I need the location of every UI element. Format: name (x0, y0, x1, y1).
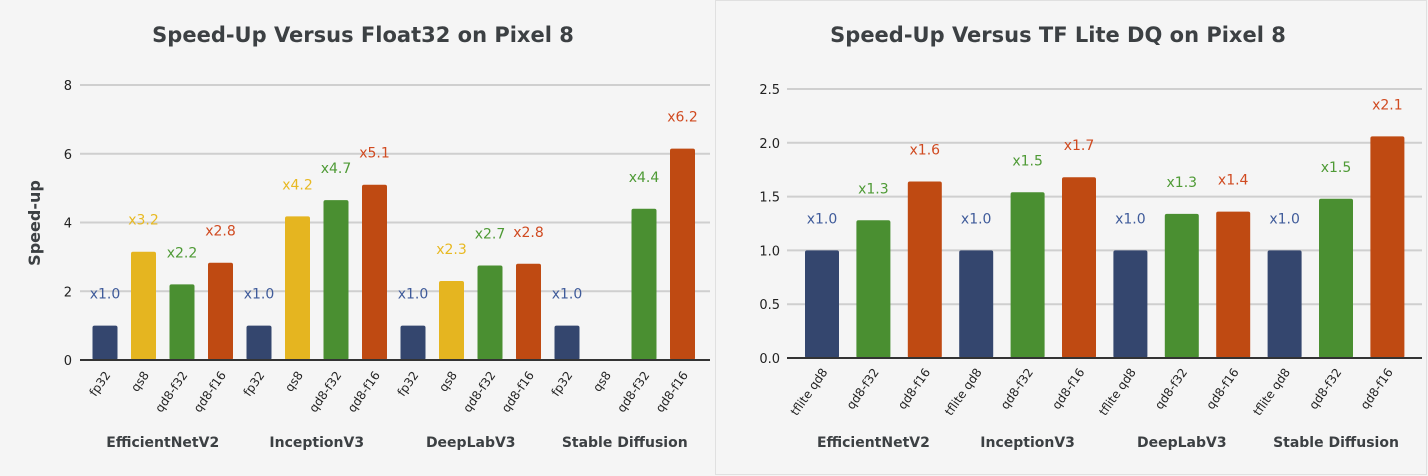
bar-qs8 (131, 251, 156, 360)
data-label: x4.4 (629, 170, 660, 186)
group-label: InceptionV3 (269, 435, 364, 451)
bar-qd8-f16 (907, 181, 942, 358)
y-tick-label: 8 (64, 79, 72, 94)
bar-qd8-f16 (1062, 177, 1096, 358)
data-label: x1.0 (244, 287, 275, 303)
data-label: x1.5 (1012, 153, 1043, 169)
y-tick-label: 1.0 (759, 244, 780, 259)
bar-fp32 (246, 325, 272, 360)
data-label: x1.0 (1269, 211, 1300, 227)
data-label: x2.3 (436, 242, 467, 258)
data-label: x1.0 (398, 287, 429, 303)
group-label: Stable Diffusion (562, 435, 688, 451)
group-label: Stable Diffusion (1273, 435, 1399, 451)
bar-qd8-f32 (1010, 192, 1045, 358)
bar-qd8-f16 (1370, 136, 1405, 358)
data-label: x2.8 (513, 225, 544, 241)
bar-qd8-f16 (670, 148, 695, 360)
bar-tflite qd8 (1267, 250, 1302, 358)
left-chart-title: Speed-Up Versus Float32 on Pixel 8 (152, 23, 574, 47)
bar-qd8-f32 (1164, 213, 1199, 358)
bar-qs8 (285, 216, 310, 360)
data-label: x4.7 (321, 161, 352, 177)
bar-qd8-f32 (1319, 198, 1353, 358)
bar-qd8-f16 (208, 262, 233, 360)
data-label: x1.3 (1167, 175, 1198, 191)
y-tick-label: 1.5 (759, 191, 780, 206)
y-tick-label: 0.0 (759, 352, 780, 367)
bar-tflite qd8 (959, 250, 994, 358)
data-label: x1.0 (90, 287, 121, 303)
bar-qs8 (439, 280, 464, 360)
data-label: x1.6 (910, 143, 941, 159)
bar-qd8-f32 (856, 220, 891, 358)
y-tick-label: 0.5 (759, 298, 780, 313)
y-tick-label: 2.0 (759, 137, 780, 152)
data-label: x2.1 (1372, 97, 1403, 113)
left-panel (0, 0, 713, 476)
bar-qd8-f16 (362, 184, 387, 360)
right-chart-title: Speed-Up Versus TF Lite DQ on Pixel 8 (830, 23, 1286, 47)
data-label: x2.2 (167, 245, 198, 261)
bar-tflite qd8 (1113, 250, 1148, 358)
group-label: EfficientNetV2 (106, 435, 219, 451)
group-label: DeepLabV3 (1137, 435, 1227, 451)
data-label: x1.0 (552, 287, 583, 303)
left-y-axis-label: Speed-up (25, 180, 44, 266)
data-label: x1.5 (1321, 160, 1352, 176)
data-label: x1.7 (1064, 138, 1095, 154)
y-tick-label: 4 (64, 217, 72, 232)
bar-qd8-f32 (631, 208, 657, 360)
y-tick-label: 0 (64, 354, 72, 369)
data-label: x1.0 (807, 211, 838, 227)
bar-qd8-f16 (516, 263, 541, 360)
group-label: EfficientNetV2 (817, 435, 930, 451)
group-label: DeepLabV3 (426, 435, 516, 451)
bar-qd8-f32 (323, 200, 349, 360)
data-label: x2.7 (475, 226, 506, 242)
y-tick-label: 2 (64, 285, 72, 300)
bar-qd8-f16 (1216, 211, 1251, 358)
bar-qd8-f32 (169, 284, 195, 360)
data-label: x6.2 (667, 110, 698, 126)
group-label: InceptionV3 (980, 435, 1075, 451)
data-label: x1.0 (961, 211, 992, 227)
bar-tflite qd8 (805, 250, 839, 358)
data-label: x2.8 (205, 224, 236, 240)
bar-fp32 (92, 325, 118, 360)
data-label: x1.4 (1218, 173, 1249, 189)
y-tick-label: 2.5 (759, 83, 780, 98)
data-label: x3.2 (128, 213, 159, 229)
bar-qd8-f32 (477, 265, 503, 360)
data-label: x1.0 (1115, 211, 1146, 227)
data-label: x4.2 (282, 177, 313, 193)
y-tick-label: 6 (64, 148, 72, 163)
data-label: x1.3 (858, 181, 889, 197)
data-label: x5.1 (359, 146, 390, 162)
bar-fp32 (554, 325, 580, 360)
bar-fp32 (400, 325, 426, 360)
